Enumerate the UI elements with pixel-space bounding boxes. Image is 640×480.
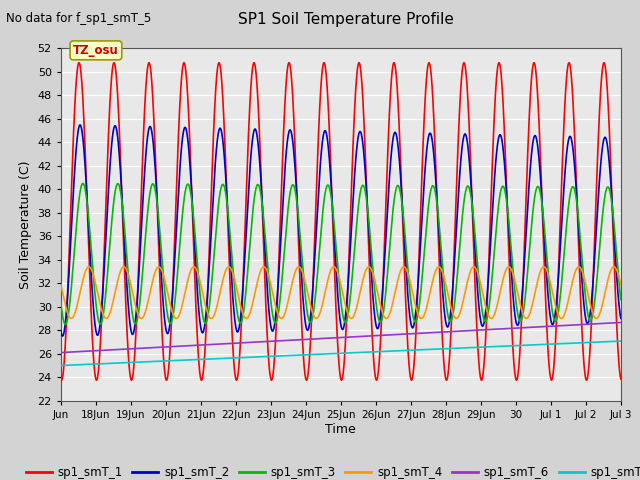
Legend: sp1_smT_1, sp1_smT_2, sp1_smT_3, sp1_smT_4, sp1_smT_6, sp1_smT_7: sp1_smT_1, sp1_smT_2, sp1_smT_3, sp1_smT… bbox=[21, 461, 640, 480]
Text: No data for f_sp1_smT_5: No data for f_sp1_smT_5 bbox=[6, 12, 152, 25]
Text: SP1 Soil Temperature Profile: SP1 Soil Temperature Profile bbox=[237, 12, 454, 27]
Y-axis label: Soil Temperature (C): Soil Temperature (C) bbox=[19, 160, 32, 288]
X-axis label: Time: Time bbox=[325, 422, 356, 436]
Text: TZ_osu: TZ_osu bbox=[73, 44, 119, 57]
